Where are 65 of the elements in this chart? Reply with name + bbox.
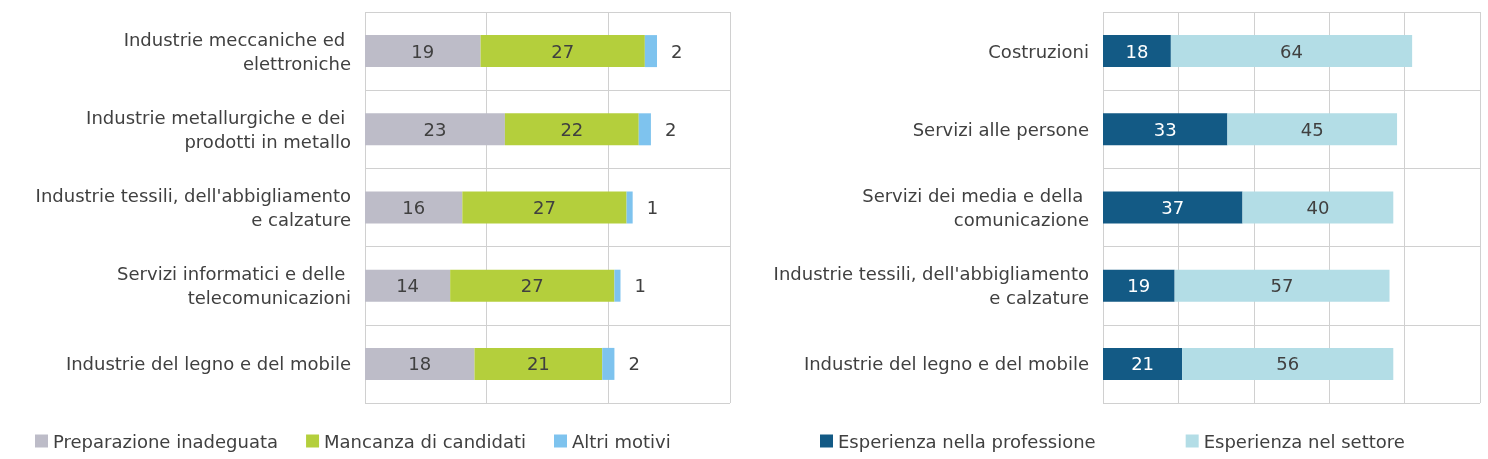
- data-label: 2: [664, 118, 677, 140]
- bar: [1170, 35, 1413, 68]
- y-tick-label: Servizi dei media e della comunicazione: [862, 185, 1089, 230]
- y-tick-label: Industrie tessili, dell'abbigliamento e calzature: [773, 263, 1089, 309]
- data-label: 27: [551, 40, 575, 62]
- data-label: 21: [526, 353, 550, 375]
- legend-label: Altri motivi: [571, 430, 671, 452]
- y-tick-label: Industrie meccaniche ed elettroniche: [123, 28, 351, 74]
- bar: [638, 113, 651, 146]
- bar: [365, 347, 475, 380]
- data-label: 18: [408, 353, 432, 375]
- data-label: 23: [423, 118, 447, 140]
- bar: [1103, 191, 1243, 224]
- data-label: 57: [1270, 275, 1294, 297]
- data-label: 21: [1131, 353, 1155, 375]
- legend-label: Esperienza nella professione: [838, 430, 1096, 452]
- data-label: 19: [411, 40, 435, 62]
- bar: [1103, 347, 1183, 380]
- data-label: 27: [520, 275, 544, 297]
- bar: [1227, 113, 1398, 146]
- data-label: 18: [1125, 40, 1149, 62]
- y-tick-label: Industrie del legno e del mobile: [65, 353, 351, 375]
- data-label: 2: [671, 40, 683, 62]
- legend-label: Esperienza nel settore: [1203, 430, 1405, 452]
- data-label: 56: [1276, 353, 1300, 375]
- bar: [365, 191, 463, 224]
- bar: [626, 191, 633, 224]
- bar: [504, 113, 639, 146]
- bar: [602, 347, 615, 380]
- data-label: 2: [628, 353, 640, 375]
- bar: [365, 269, 451, 302]
- bar: [365, 113, 505, 146]
- data-label: 1: [634, 275, 646, 297]
- y-tick-label: Industrie del legno e del mobile: [803, 353, 1089, 375]
- data-label: 33: [1153, 118, 1177, 140]
- bar: [480, 35, 645, 68]
- data-label: 45: [1300, 118, 1324, 140]
- bar: [644, 35, 657, 68]
- bar: [1103, 269, 1175, 302]
- y-tick-label: Industrie metallurgiche e dei prodotti in metallo: [86, 106, 351, 152]
- y-tick-label: Costruzioni: [988, 40, 1089, 62]
- bar: [474, 347, 603, 380]
- data-label: 37: [1161, 197, 1185, 218]
- y-tick-label: Servizi alle persone: [912, 118, 1089, 140]
- bar: [1103, 35, 1171, 68]
- data-label: 19: [1127, 275, 1151, 297]
- bar: [462, 191, 627, 224]
- bar: [1103, 113, 1228, 146]
- legend-label: Mancanza di candidati: [324, 430, 526, 452]
- data-label: 27: [533, 197, 556, 218]
- bar: [614, 269, 621, 302]
- data-label: 64: [1280, 40, 1303, 62]
- bar: [365, 35, 481, 68]
- data-label: 40: [1306, 197, 1330, 218]
- data-label: 14: [396, 275, 420, 297]
- y-tick-label: Industrie tessili, dell'abbigliamento e calzature: [35, 185, 351, 230]
- bar: [1182, 347, 1394, 380]
- bar: [1242, 191, 1394, 224]
- data-label: 16: [402, 197, 426, 218]
- legend-label: Preparazione inadeguata: [53, 430, 279, 452]
- y-tick-label: Servizi informatici e delle telecomunicazioni: [117, 263, 351, 309]
- data-label: 1: [646, 197, 659, 218]
- bar: [1174, 269, 1390, 302]
- bar: [450, 269, 615, 302]
- data-label: 22: [560, 118, 584, 140]
